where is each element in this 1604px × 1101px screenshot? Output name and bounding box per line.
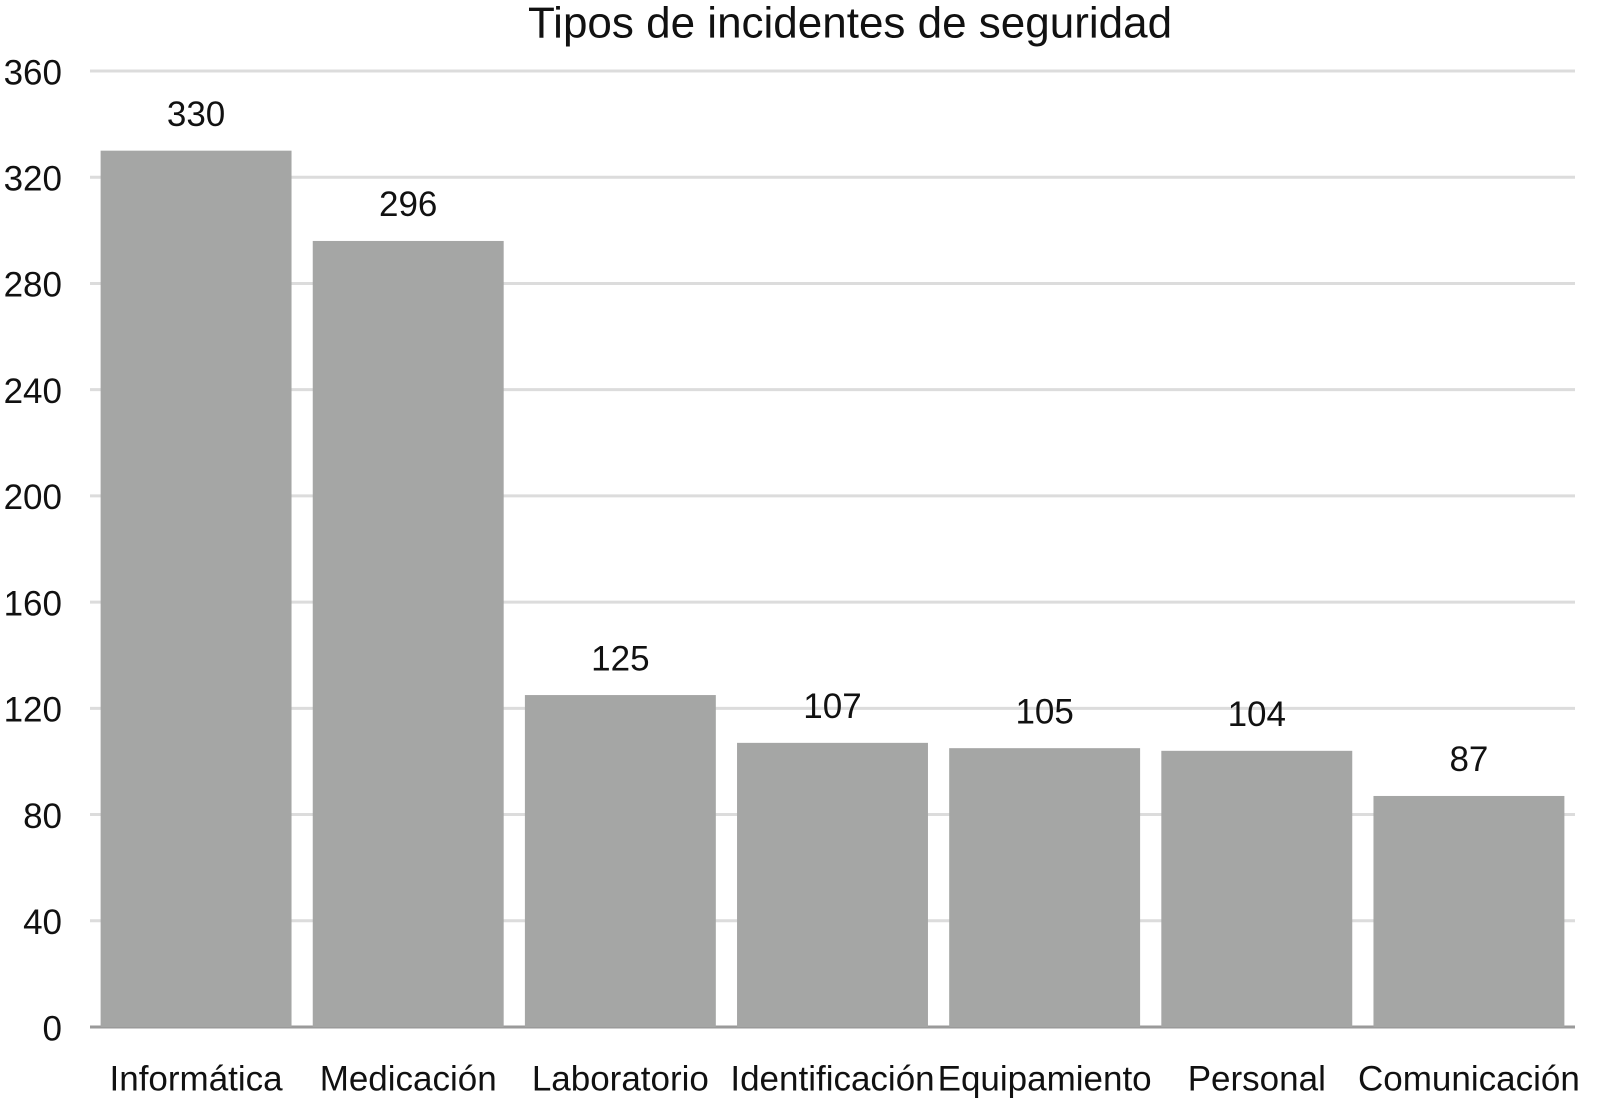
value-label: 330: [167, 95, 225, 134]
y-tick-label: 120: [4, 691, 62, 730]
y-tick-label: 200: [4, 478, 62, 517]
value-label: 104: [1228, 695, 1286, 734]
bar: [1373, 795, 1565, 1027]
chart-title: Tipos de incidentes de seguridad: [528, 0, 1172, 48]
x-tick-label: Comunicación: [1358, 1059, 1580, 1098]
bar: [100, 150, 292, 1027]
x-tick-label: Personal: [1188, 1059, 1326, 1098]
x-tick-label: Identificación: [730, 1059, 934, 1098]
y-tick-label: 160: [4, 584, 62, 623]
bar: [312, 240, 504, 1027]
value-label: 125: [591, 639, 649, 678]
bar: [949, 748, 1141, 1027]
y-tick-label: 80: [23, 797, 62, 836]
y-tick-label: 40: [23, 903, 62, 942]
y-tick-label: 240: [4, 372, 62, 411]
x-tick-label: Equipamiento: [938, 1059, 1152, 1098]
bar: [737, 742, 928, 1027]
value-label: 296: [379, 185, 437, 224]
y-tick-label: 0: [43, 1009, 62, 1048]
y-tick-label: 360: [4, 53, 62, 92]
y-tick-label: 320: [4, 159, 62, 198]
x-tick-label: Informática: [110, 1059, 284, 1098]
value-label: 87: [1449, 740, 1488, 779]
x-tick-label: Laboratorio: [532, 1059, 709, 1098]
y-tick-label: 280: [4, 266, 62, 305]
value-label: 105: [1015, 692, 1073, 731]
bar: [1161, 750, 1353, 1027]
value-label: 107: [803, 687, 861, 726]
x-tick-label: Medicación: [320, 1059, 497, 1098]
bar: [524, 695, 716, 1027]
